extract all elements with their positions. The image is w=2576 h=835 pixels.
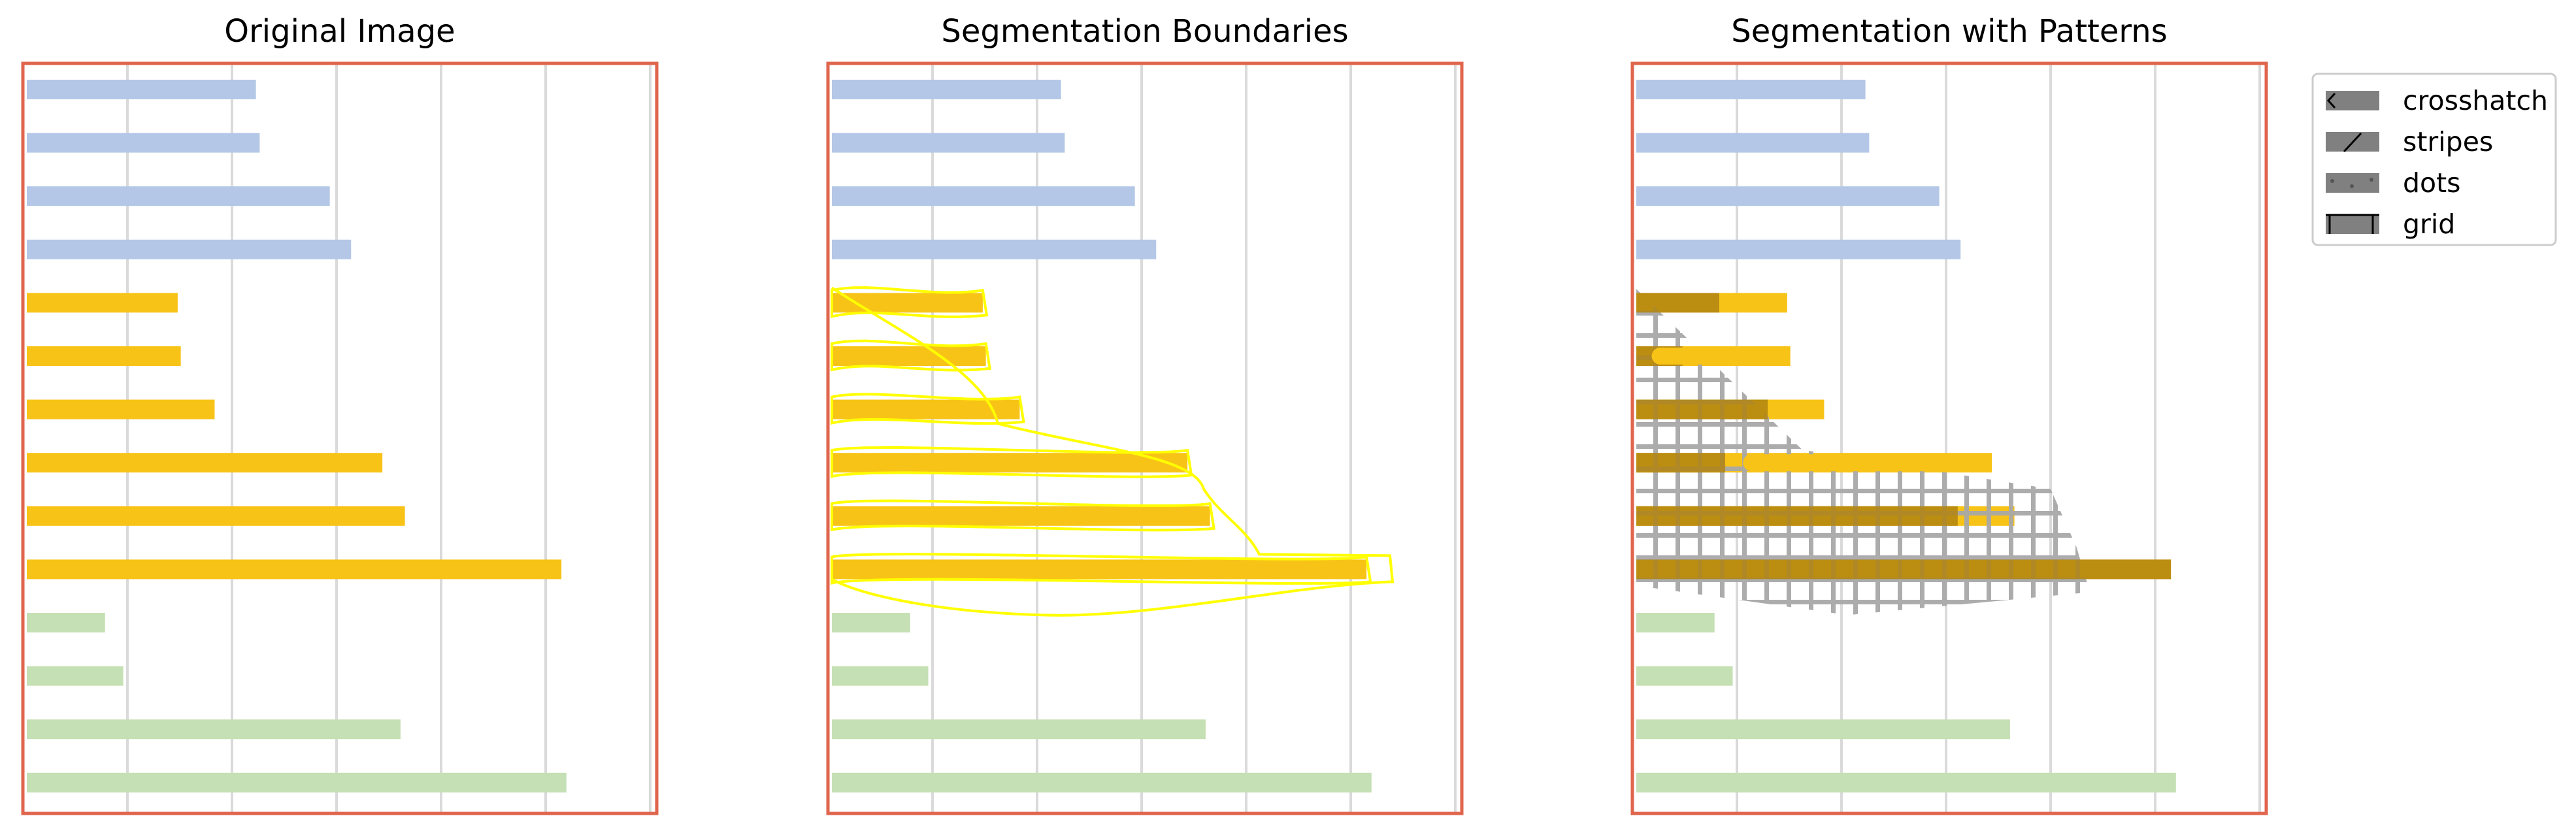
bar: [27, 293, 178, 313]
bar: [832, 133, 1065, 153]
bar: [832, 559, 1367, 580]
panel-frame: [826, 61, 1464, 815]
boundary-contour: [831, 393, 1025, 425]
bar: [832, 666, 929, 686]
bar: [1636, 80, 1866, 99]
legend-item-dots: dots: [2326, 167, 2461, 199]
panel-boundaries: Segmentation Boundaries: [826, 13, 1464, 815]
legend-label: crosshatch: [2403, 85, 2548, 116]
bar: [27, 613, 105, 632]
bar: [27, 666, 124, 686]
bar: [832, 506, 1210, 526]
boundary-contour: [831, 286, 1395, 617]
bar: [27, 399, 215, 419]
boundary-contour: [831, 339, 991, 372]
pattern-highlight: [1651, 348, 1791, 365]
segmentation-boundary: [831, 286, 1395, 617]
panel-title: Original Image: [224, 13, 455, 50]
bar: [27, 719, 401, 740]
bar: [832, 186, 1135, 206]
panel-title: Segmentation Boundaries: [941, 13, 1348, 50]
legend-item-grid: grid: [2326, 208, 2455, 240]
bar: [832, 346, 986, 366]
panel-patterns: Segmentation with Patterns: [1630, 13, 2268, 815]
bar: [27, 80, 256, 99]
legend-label: stripes: [2403, 126, 2493, 157]
bar: [832, 613, 910, 632]
pattern-fill: [1636, 453, 1726, 473]
legend-frame: [2311, 73, 2557, 246]
panel-title: Segmentation with Patterns: [1731, 13, 2167, 50]
pattern-fill: [1636, 399, 1768, 419]
bar: [27, 239, 352, 259]
bar: [27, 559, 562, 580]
bar: [832, 453, 1188, 473]
panel-frame: [1630, 61, 2268, 815]
bar: [832, 772, 1372, 793]
boundary-contour: [831, 499, 1215, 532]
pattern-highlight: [1743, 454, 1992, 472]
plot-area: [21, 61, 659, 815]
grid-pattern-region: [1636, 289, 2090, 615]
pattern-fill: [1636, 506, 1958, 526]
segmentation-pattern-overlay: [1636, 289, 2171, 615]
bar: [1636, 719, 2010, 740]
plot-area: [1630, 61, 2268, 815]
pattern-fill: [1636, 293, 1719, 313]
bar: [27, 133, 260, 153]
legend-label: dots: [2403, 167, 2461, 199]
bar: [27, 186, 330, 206]
bar: [1636, 772, 2176, 793]
legend: crosshatch stripes dots: [2311, 73, 2557, 246]
bar: [1636, 613, 1715, 632]
plot-area: [826, 61, 1464, 815]
bar: [832, 239, 1157, 259]
crosshatch-icon: [2326, 91, 2379, 110]
bar: [27, 506, 405, 526]
bar: [832, 80, 1061, 99]
bar: [27, 346, 181, 366]
legend-label: grid: [2403, 208, 2455, 240]
bar: [27, 772, 567, 793]
bar: [27, 453, 383, 473]
bar: [1636, 186, 1940, 206]
legend-item-stripes: stripes: [2326, 126, 2493, 157]
panel-frame: [21, 61, 659, 815]
dots-icon: [2326, 173, 2379, 193]
bar: [1636, 666, 1733, 686]
legend-item-crosshatch: crosshatch: [2326, 85, 2548, 116]
pattern-fill: [1636, 559, 2171, 580]
stripes-icon: [2326, 132, 2379, 153]
bar: [1636, 239, 1961, 259]
bar: [832, 719, 1206, 740]
panel-original: Original Image: [21, 13, 659, 815]
boundary-contour: [831, 286, 989, 318]
grid-icon: [2326, 214, 2379, 234]
bar: [1636, 133, 1870, 153]
